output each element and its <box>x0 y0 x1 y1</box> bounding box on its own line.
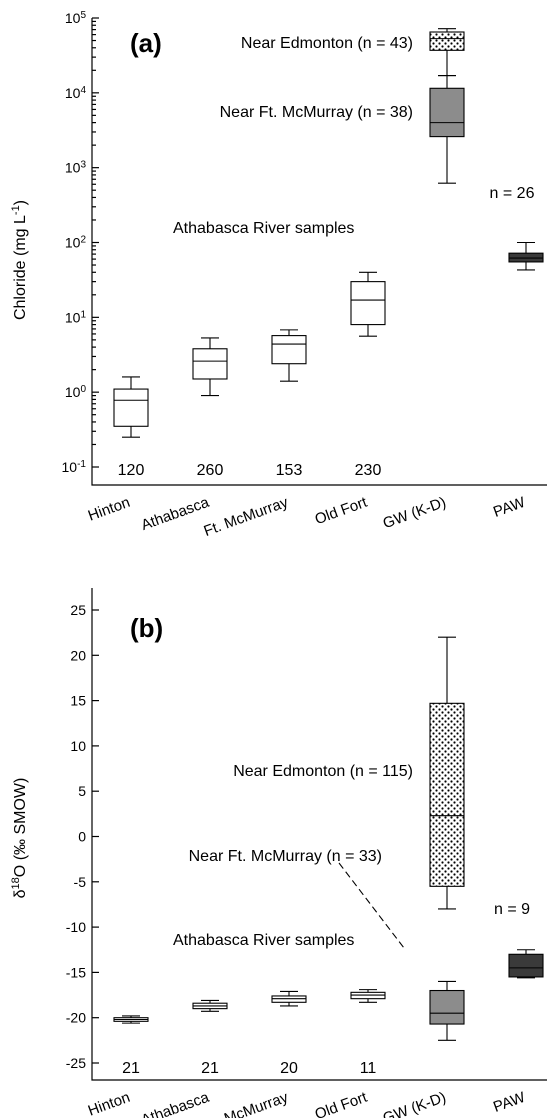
panel-a-box-hinton: 120 <box>114 377 148 479</box>
panel-b-y-tick-15-label: 15 <box>70 693 86 709</box>
panel-a-annotation-near-edmonton: Near Edmonton (n = 43) <box>241 35 413 52</box>
panel-a-box-gw-k-d-edmonton-iqr <box>430 32 464 50</box>
panel-a-box-athabasca-iqr <box>193 349 227 379</box>
panel-b-annotation-paw-count: n = 9 <box>494 901 530 918</box>
panel-a-category-old-fort: Old Fort <box>313 494 371 529</box>
panel-b-y-tick-25-label: 25 <box>70 602 86 618</box>
panel-a-box-athabasca-count-label: 260 <box>197 462 224 479</box>
panel-b-box-paw-iqr <box>509 954 543 977</box>
panel-b-box-ft-mcmurray-count-label: 20 <box>280 1060 298 1077</box>
panel-b-y-tick-10-label: 10 <box>70 738 86 754</box>
panel-b-box-ft-mcmurray: 20 <box>272 991 306 1077</box>
panel-b-y-tick-25-label: -25 <box>66 1055 86 1071</box>
panel-a-label: (a) <box>130 28 162 58</box>
panel-a-axes <box>92 18 547 485</box>
panel-a-category-athabasca: Athabasca <box>139 494 212 534</box>
panel-b-y-axis-label: δ18O (‰ SMOW) <box>10 778 29 899</box>
panel-a-annotation-near-ft-mcmurray: Near Ft. McMurray (n = 38) <box>220 104 413 121</box>
panel-a-annotation-athabasca-river-samples: Athabasca River samples <box>173 220 354 237</box>
panel-a-box-old-fort: 230 <box>351 272 385 479</box>
panel-a-y-tick-10-2-label: 102 <box>65 234 87 251</box>
panel-a-box-paw <box>509 243 543 270</box>
panel-a-box-gw-k-d-edmonton <box>430 29 464 76</box>
panel-a-box-hinton-count-label: 120 <box>118 462 145 479</box>
panel-a-box-ft-mcmurray-iqr <box>272 336 306 364</box>
panel-b-y-tick-10-label: -10 <box>66 919 86 935</box>
panel-b-box-gw-k-d-iqr <box>430 991 464 1025</box>
panel-a-box-old-fort-iqr <box>351 282 385 325</box>
panel-a-y-tick-10-5-label: 105 <box>65 10 87 27</box>
panel-b-category-ft-mcmurray: Ft. McMurray <box>202 1089 291 1118</box>
panel-a-category-hinton: Hinton <box>86 494 133 525</box>
panel-b-box-gw-k-d-edmonton-iqr <box>430 703 464 886</box>
panel-b-category-gw-k-d: GW (K-D) <box>381 1089 449 1118</box>
panel-a-y-tick-10-0-label: 100 <box>65 384 87 401</box>
panel-b-y-ticks: 25 20 15 10 5 0 -5 -10 -15 -20 -25 <box>66 602 99 1071</box>
panel-b-box-hinton: 21 <box>114 1016 148 1077</box>
panel-a-boxes: 120 260 153 230 <box>114 29 543 479</box>
panel-a-y-tick-10-1-label: 101 <box>65 309 87 326</box>
panel-b-box-old-fort: 11 <box>351 990 385 1077</box>
panel-a-y-tick-10-4-label: 104 <box>65 84 87 101</box>
panel-b-y-tick-5-label: -5 <box>74 874 87 890</box>
panel-b-axes <box>92 588 547 1080</box>
panel-a-y-tick-10-1-label: 10-1 <box>62 459 87 476</box>
panel-a-box-athabasca: 260 <box>193 338 227 479</box>
panel-b-box-paw <box>509 950 543 978</box>
panel-b-category-paw: PAW <box>491 1088 528 1115</box>
panel-b-delta-o18-chart: 25 20 15 10 5 0 -5 -10 -15 -20 -25 21 21 20 11 (b) δ1… <box>10 588 547 1118</box>
panel-a-y-tick-10-3-label: 103 <box>65 159 87 176</box>
panel-b-box-gw-k-d <box>430 981 464 1040</box>
panel-b-category-athabasca: Athabasca <box>139 1089 212 1118</box>
panel-a-box-gw-k-d <box>430 76 464 184</box>
panel-b-box-old-fort-count-label: 11 <box>360 1060 377 1077</box>
panel-b-y-tick-15-label: -15 <box>66 964 86 980</box>
panel-a-category-ft-mcmurray: Ft. McMurray <box>202 494 291 540</box>
panel-b-category-hinton: Hinton <box>86 1089 133 1118</box>
panel-b-annotation-athabasca-river-samples: Athabasca River samples <box>173 932 354 949</box>
panel-a-box-ft-mcmurray-count-label: 153 <box>276 462 303 479</box>
panel-a-box-hinton-iqr <box>114 389 148 426</box>
panel-a-category-gw-k-d: GW (K-D) <box>381 494 449 532</box>
panel-a-y-axis-label: Chloride (mg L-1) <box>10 200 29 320</box>
panel-b-box-athabasca-count-label: 21 <box>201 1060 219 1077</box>
panel-b-label: (b) <box>130 613 163 643</box>
panel-b-box-athabasca: 21 <box>193 1000 227 1077</box>
panel-b-annotation-near-ft-mcmurray: Near Ft. McMurray (n = 33) <box>189 848 382 865</box>
panel-a-box-ft-mcmurray: 153 <box>272 330 306 479</box>
panel-b-category-old-fort: Old Fort <box>313 1089 371 1118</box>
panel-b-annotation-near-edmonton: Near Edmonton (n = 115) <box>233 763 413 780</box>
panel-a-box-old-fort-count-label: 230 <box>355 462 382 479</box>
panel-a-box-gw-k-d-iqr <box>430 88 464 136</box>
panel-b-y-tick-0-label: 0 <box>78 829 86 845</box>
panel-b-y-tick-20-label: -20 <box>66 1010 86 1026</box>
panel-a-annotation-paw-count: n = 26 <box>490 185 535 202</box>
panel-a-category-paw: PAW <box>491 493 528 520</box>
panel-b-box-gw-k-d-edmonton <box>430 637 464 909</box>
panel-b-y-tick-20-label: 20 <box>70 647 86 663</box>
panel-b-y-tick-5-label: 5 <box>78 783 86 799</box>
panel-a-y-ticks: 10-1 100 101 102 103 104 105 <box>62 10 99 476</box>
panel-b-box-hinton-count-label: 21 <box>122 1060 140 1077</box>
